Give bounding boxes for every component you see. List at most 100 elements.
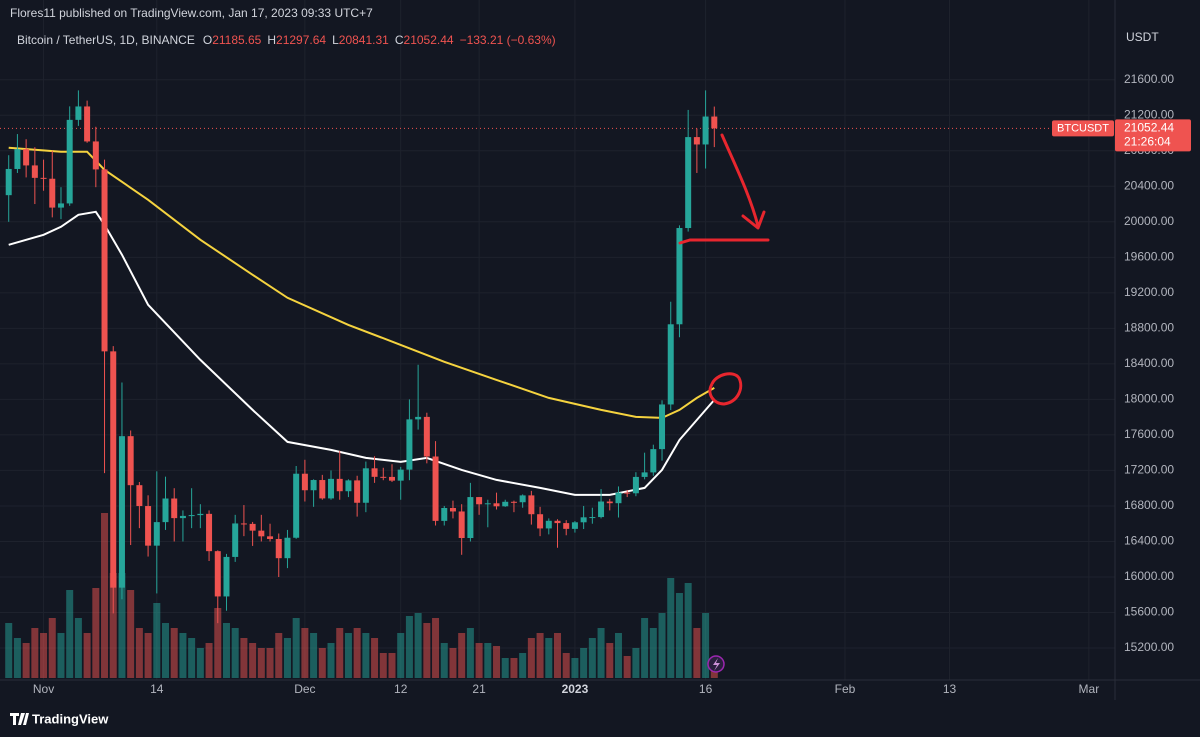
candle-body bbox=[206, 513, 213, 552]
volume-bar bbox=[205, 643, 213, 678]
candle-body bbox=[49, 178, 56, 208]
candle-body bbox=[423, 416, 430, 457]
volume-bar bbox=[536, 633, 544, 678]
volume-bar bbox=[510, 658, 518, 678]
volume-bar bbox=[118, 573, 126, 678]
volume-bar bbox=[66, 590, 74, 678]
publisher: Flores11 published on TradingView.com, J… bbox=[10, 6, 373, 20]
candle-body bbox=[528, 495, 535, 515]
candle-body bbox=[519, 495, 526, 503]
y-tick-label: 15600.00 bbox=[1124, 605, 1174, 619]
candle-body bbox=[57, 203, 64, 208]
candle-body bbox=[589, 517, 596, 519]
volume-bar bbox=[614, 633, 622, 678]
y-tick-label: 21600.00 bbox=[1124, 72, 1174, 86]
volume-bar bbox=[153, 603, 161, 678]
candle-body bbox=[162, 498, 169, 523]
candle-body bbox=[606, 501, 613, 504]
ohlc-label: O bbox=[203, 33, 212, 47]
candle-body bbox=[118, 436, 125, 588]
volume-bar bbox=[484, 643, 492, 678]
volume-bar bbox=[475, 643, 483, 678]
candle-body bbox=[510, 501, 517, 503]
volume-bar bbox=[371, 638, 379, 678]
volume-bar bbox=[22, 643, 30, 678]
volume-bar bbox=[5, 623, 13, 678]
volume-bar bbox=[493, 646, 501, 678]
volume-bar bbox=[458, 633, 466, 678]
ticker-tag bbox=[1052, 120, 1114, 137]
ticker-label: BTCUSDT bbox=[1057, 122, 1109, 134]
candle-body bbox=[458, 511, 465, 539]
volume-bar bbox=[109, 573, 117, 678]
candle-body bbox=[293, 473, 300, 538]
candle-body bbox=[145, 506, 152, 546]
grid bbox=[0, 0, 1115, 680]
volume-bar bbox=[336, 628, 344, 678]
volume-bar bbox=[519, 653, 527, 678]
volume-bar bbox=[562, 653, 570, 678]
ohlc-value: 21297.64 bbox=[276, 33, 326, 47]
volume-bar bbox=[283, 638, 291, 678]
y-tick-label: 19600.00 bbox=[1124, 249, 1174, 263]
candle-body bbox=[284, 537, 291, 559]
y-tick-label: 17600.00 bbox=[1124, 427, 1174, 441]
candle-body bbox=[267, 536, 274, 539]
candle-body bbox=[624, 492, 631, 494]
event-bolt bbox=[713, 658, 720, 671]
candle-body bbox=[406, 419, 413, 470]
candle-body bbox=[153, 522, 160, 546]
candle-body bbox=[127, 436, 134, 486]
volume-bar bbox=[310, 633, 318, 678]
candle-body bbox=[432, 456, 439, 521]
volume-bar bbox=[379, 653, 387, 678]
volume-bar bbox=[702, 613, 710, 678]
y-tick-label: 17200.00 bbox=[1124, 463, 1174, 477]
candle-body bbox=[545, 520, 552, 529]
volume-bar bbox=[632, 648, 640, 678]
volume-bar bbox=[432, 618, 440, 678]
countdown: 21:26:04 bbox=[1124, 135, 1171, 149]
volume-bar bbox=[266, 648, 274, 678]
candle-body bbox=[702, 116, 709, 145]
volume-layer bbox=[5, 513, 718, 678]
candle-body bbox=[563, 523, 570, 529]
x-tick-label: Feb bbox=[835, 682, 856, 696]
candle-body bbox=[319, 480, 326, 499]
price-unit: USDT bbox=[1126, 30, 1159, 44]
candle-body bbox=[484, 503, 491, 505]
volume-bar bbox=[423, 623, 431, 678]
volume-bar bbox=[588, 638, 596, 678]
candle-body bbox=[275, 538, 282, 559]
volume-bar bbox=[214, 608, 222, 678]
candle-body bbox=[136, 485, 143, 507]
volume-bar bbox=[135, 628, 143, 678]
y-tick-label: 18800.00 bbox=[1124, 321, 1174, 335]
volume-bar bbox=[170, 628, 178, 678]
volume-bar bbox=[48, 618, 56, 678]
ohlc-value: 21185.65 bbox=[212, 33, 261, 47]
volume-bar bbox=[162, 623, 170, 678]
candle-body bbox=[84, 106, 91, 142]
candle-body bbox=[580, 517, 587, 523]
candle-body bbox=[110, 351, 117, 588]
candle-body bbox=[537, 514, 544, 529]
volume-bar bbox=[240, 638, 248, 678]
candle-layer bbox=[5, 90, 718, 624]
candle-body bbox=[345, 480, 352, 492]
annotation-arrowhead bbox=[741, 210, 766, 230]
volume-bar bbox=[353, 628, 361, 678]
ohlc-value: 20841.31 bbox=[339, 33, 389, 47]
candle-body bbox=[467, 497, 474, 539]
annotation-arrow bbox=[720, 133, 760, 228]
brand-logo bbox=[10, 713, 29, 725]
price-tag-box bbox=[1115, 119, 1191, 152]
candle-body bbox=[380, 476, 387, 478]
volume-bar bbox=[623, 656, 631, 678]
volume-bar bbox=[571, 658, 579, 678]
candle-body bbox=[179, 515, 186, 519]
candle-body bbox=[441, 507, 448, 521]
volume-bar bbox=[74, 618, 82, 678]
candle-body bbox=[397, 469, 404, 481]
candle-body bbox=[14, 149, 21, 169]
